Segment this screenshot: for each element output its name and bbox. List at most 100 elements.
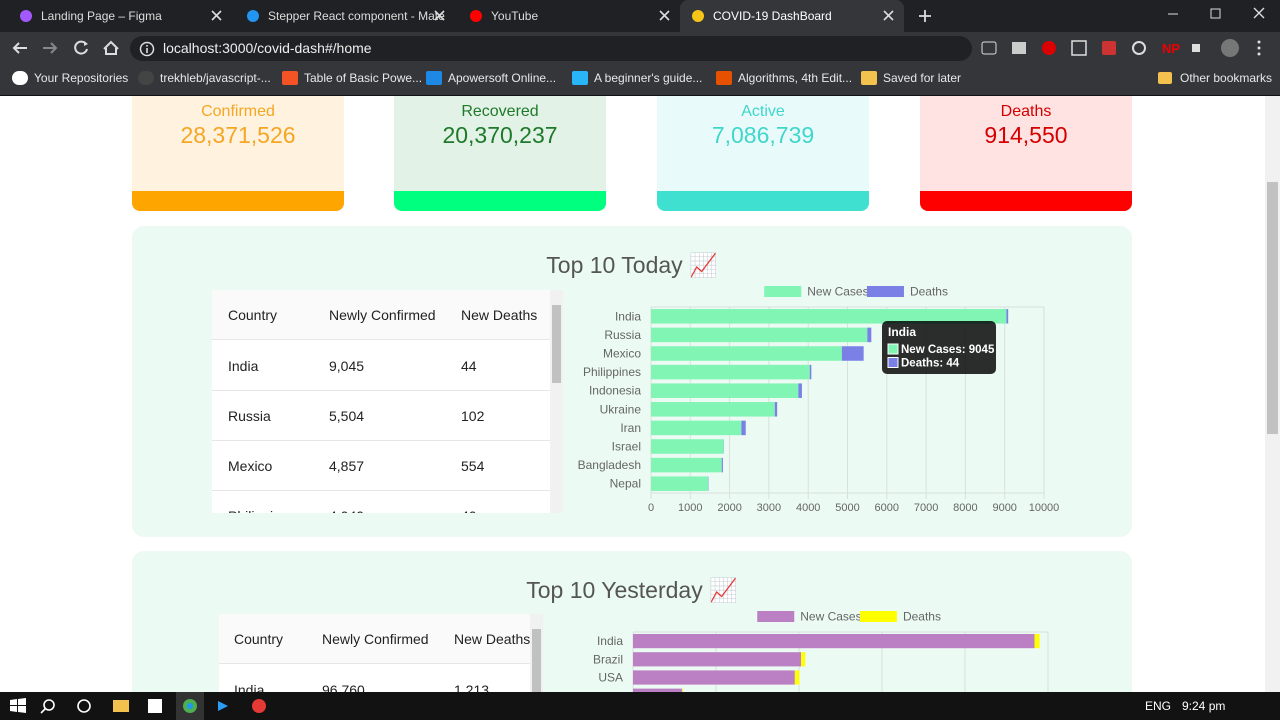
- y-tick-label: Russia: [604, 328, 641, 342]
- tab-icons: [470, 10, 670, 22]
- tab[interactable]: Stepper React component - Mate: [235, 0, 455, 32]
- y-tick-label: Bangladesh: [578, 458, 641, 472]
- site-info-icon[interactable]: [138, 40, 156, 58]
- legend-label: New Cases: [800, 610, 861, 624]
- stat-value: 28,371,526: [180, 122, 296, 148]
- bar-segment: [1034, 634, 1040, 649]
- table-scrollbar[interactable]: [530, 614, 543, 692]
- stat-bar: [394, 191, 606, 211]
- tab[interactable]: Landing Page – Figma: [8, 0, 232, 32]
- bar-segment: [651, 327, 868, 343]
- table-cell: India: [234, 682, 265, 692]
- bookmark-label: Other bookmarks: [1180, 71, 1273, 85]
- bar-segment: [774, 402, 778, 417]
- bookmark-label: Saved for later: [883, 71, 962, 85]
- legend-label: Deaths: [903, 610, 941, 624]
- address-bar[interactable]: localhost:3000/covid-dash#/home: [130, 36, 972, 61]
- bookmark[interactable]: trekhleb/javascript-...: [138, 64, 271, 96]
- taskbar-icons[interactable]: [0, 692, 280, 720]
- table-row: India 96,760 1,213: [219, 665, 530, 692]
- y-tick-label: Brazil: [593, 652, 623, 666]
- tab[interactable]: COVID-19 DashBoard: [680, 0, 904, 32]
- tooltip-swatch: [887, 357, 899, 368]
- scrollbar[interactable]: [1265, 96, 1280, 692]
- y-tick-label: Indonesia: [589, 384, 641, 398]
- bar-segment: [741, 420, 746, 436]
- section-title: Top 10 Yesterday 📈: [526, 577, 738, 603]
- bookmarks-bar: Your Repositories trekhleb/javascript-...…: [0, 64, 1280, 96]
- x-tick-label: 9000: [992, 502, 1016, 514]
- table-cell: 1,213: [454, 682, 490, 692]
- chart-section: Top 10 Today 📈 Country Newly Confirmed New …: [132, 226, 1132, 537]
- bookmark-label: A beginner's guide...: [594, 71, 703, 85]
- chart: New Cases Deaths 0 1000 2000 3000 4000 5000 6000…: [578, 285, 1060, 515]
- svg-text:NP: NP: [1162, 41, 1180, 56]
- table-cell: 44: [461, 358, 477, 374]
- x-tick-label: 7000: [914, 502, 938, 514]
- y-tick-label: Philippines: [583, 365, 641, 379]
- table-cell: 554: [461, 458, 485, 474]
- scroll-thumb[interactable]: [552, 305, 561, 383]
- bookmark-icon: [716, 71, 732, 85]
- legend-swatch: [764, 286, 802, 297]
- bookmark[interactable]: Other bookmarks: [1158, 64, 1272, 96]
- bookmark[interactable]: Table of Basic Powe...: [282, 64, 422, 96]
- table-row: Russia 5,504 102: [212, 391, 550, 441]
- bookmark[interactable]: Your Repositories: [12, 64, 128, 96]
- x-tick-label: 6000: [875, 502, 899, 514]
- bar-segment: [633, 652, 802, 667]
- clock[interactable]: 9:24 pm: [1182, 699, 1226, 713]
- toolbar-icons[interactable]: NP: [940, 32, 1270, 64]
- scroll-thumb[interactable]: [532, 629, 541, 692]
- y-tick-label: Iran: [620, 421, 641, 435]
- tab-icons: [247, 10, 445, 22]
- header-cell: New Deaths: [461, 307, 538, 323]
- tooltip-swatch: [887, 343, 899, 355]
- y-tick-label: USA: [598, 671, 623, 685]
- bookmark[interactable]: A beginner's guide...: [572, 64, 702, 96]
- section-title: Top 10 Today 📈: [546, 252, 718, 278]
- stat-label: Active: [741, 103, 785, 120]
- bar-segment: [794, 670, 800, 685]
- bar-segment: [867, 327, 872, 343]
- legend-swatch: [757, 611, 795, 622]
- bar-segment: [721, 457, 723, 473]
- data-table: Country Newly Confirmed New Deaths India 9,0…: [212, 290, 563, 513]
- bookmark[interactable]: Saved for later: [861, 64, 961, 96]
- header-cell: Country: [228, 307, 278, 323]
- chart: New CasesDeaths0200004000060000800001000…: [593, 610, 1049, 692]
- header-cell: Newly Confirmed: [322, 631, 429, 647]
- bar-segment: [633, 634, 1035, 649]
- language[interactable]: ENG: [1145, 699, 1172, 713]
- x-tick-label: 4000: [796, 502, 820, 514]
- tab-strip: Landing Page – Figma Stepper React compon…: [0, 0, 1280, 32]
- bookmark-label: Apowersoft Online...: [448, 71, 557, 85]
- bar-segment: [633, 688, 682, 692]
- bookmark-icon: [282, 71, 298, 85]
- bar-segment: [809, 364, 812, 380]
- stat-bar: [657, 191, 869, 211]
- table-header: Country Newly Confirmed New Deaths: [212, 290, 550, 340]
- stat-value: 7,086,739: [711, 122, 815, 148]
- bookmark[interactable]: Apowersoft Online...: [426, 64, 556, 96]
- table-row: Philippines 4,040 40: [212, 491, 550, 513]
- table-scrollbar[interactable]: [550, 290, 563, 513]
- bookmark[interactable]: Algorithms, 4th Edit...: [716, 64, 852, 96]
- y-tick-label: Israel: [612, 440, 641, 454]
- tab[interactable]: YouTube: [458, 0, 680, 32]
- data-table: Country Newly Confirmed New Deaths India 96,…: [219, 614, 543, 692]
- bar-segment: [801, 652, 806, 667]
- bar-segment: [1006, 309, 1009, 324]
- bar-segment: [651, 476, 708, 491]
- window-controls[interactable]: [900, 0, 1280, 32]
- bookmark-label: trekhleb/javascript-...: [160, 71, 271, 85]
- bar-segment: [651, 439, 724, 454]
- taskbar: ENG 9:24 pm: [0, 692, 1280, 720]
- stat-card: Confirmed 28,371,526: [132, 96, 344, 211]
- bookmark-icon: [572, 71, 588, 85]
- y-tick-label: India: [615, 309, 641, 323]
- legend-swatch: [859, 611, 897, 622]
- bar-segment: [651, 420, 742, 436]
- nav-buttons[interactable]: [0, 32, 130, 64]
